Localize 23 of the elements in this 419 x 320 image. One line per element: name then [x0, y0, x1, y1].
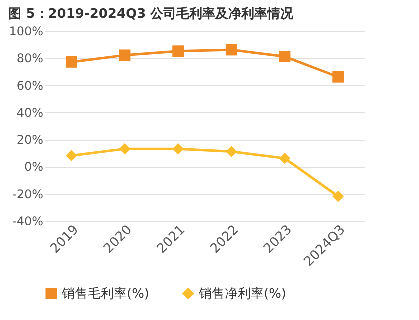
y-tick-label: 80%: [16, 52, 44, 66]
point: [172, 143, 184, 155]
point: [119, 143, 131, 155]
y-tick-label: -20%: [12, 187, 44, 202]
point: [226, 146, 238, 158]
y-tick-label: 0%: [24, 160, 44, 174]
point: [279, 152, 291, 164]
point: [119, 50, 131, 62]
point: [332, 190, 344, 202]
y-tick-label: 40%: [16, 106, 44, 120]
y-tick-label: 100%: [9, 24, 44, 38]
y-tick-label: -40%: [12, 214, 44, 228]
legend-label: 销售净利率(%): [198, 286, 286, 302]
point: [279, 51, 291, 62]
point: [332, 71, 344, 83]
chart-title: 图 5：2019-2024Q3 公司毛利率及净利率情况: [8, 6, 295, 22]
y-tick-label: 20%: [16, 133, 44, 148]
point: [226, 44, 238, 56]
legend-label: 销售毛利率(%): [61, 286, 150, 302]
point: [172, 46, 184, 58]
point: [66, 56, 78, 68]
point: [66, 150, 78, 162]
y-tick-label: 60%: [16, 78, 44, 93]
